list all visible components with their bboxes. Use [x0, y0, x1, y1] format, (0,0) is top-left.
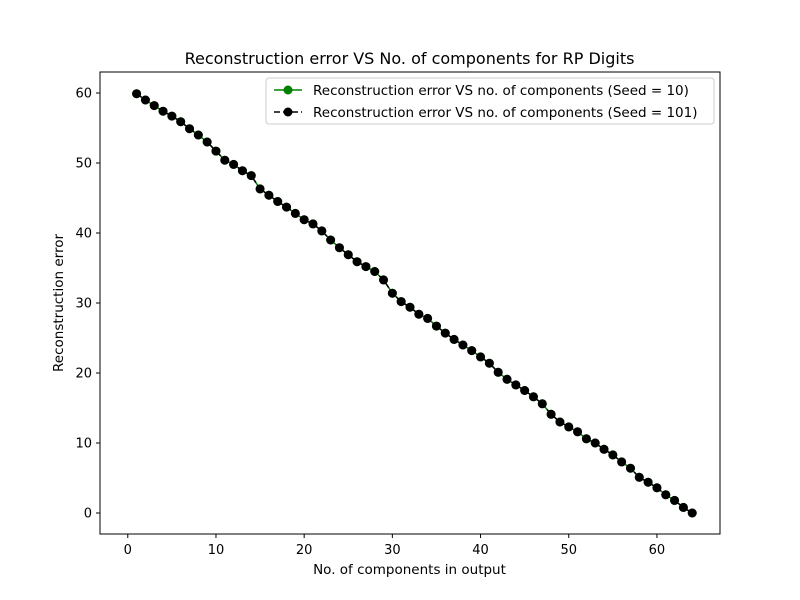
series-2-point — [132, 89, 142, 99]
series-2-point — [458, 340, 468, 350]
y-tick-label: 10 — [75, 437, 92, 452]
series-2-point — [193, 130, 203, 140]
series-2-point — [264, 190, 274, 200]
x-tick-label: 20 — [296, 543, 313, 558]
series-2-point — [440, 328, 450, 338]
x-tick-label: 30 — [384, 543, 401, 558]
series-2-point — [370, 267, 380, 276]
series-2-point — [617, 457, 627, 467]
series-2-point — [678, 502, 688, 512]
y-tick-label: 40 — [75, 227, 92, 242]
x-tick-label: 0 — [124, 543, 132, 558]
series-2-point — [414, 309, 424, 319]
series-2-point — [520, 386, 530, 395]
series-2-point — [229, 159, 239, 169]
legend-label: Reconstruction error VS no. of component… — [313, 83, 689, 99]
series-2-point — [687, 508, 697, 518]
x-tick-label: 50 — [560, 543, 577, 558]
series-2-point — [590, 438, 600, 448]
y-axis-label: Reconstruction error — [51, 234, 67, 372]
series-2-point — [502, 374, 512, 384]
series-2-point — [476, 352, 486, 362]
y-tick-label: 0 — [84, 507, 92, 522]
series-2-point — [176, 117, 186, 127]
legend-swatch-marker — [283, 107, 293, 117]
series-2-point — [467, 346, 477, 356]
series-2-point — [652, 483, 662, 493]
series-2-point — [282, 202, 292, 212]
plot-area: 0 10 20 30 40 50 60 0 10 20 30 40 50 60 — [75, 71, 721, 558]
series-2-point — [290, 208, 300, 218]
series-2-point — [326, 235, 336, 245]
series-2-point — [599, 444, 609, 454]
series-2-point — [158, 106, 168, 116]
series-2-point — [564, 422, 574, 432]
series-2-point — [273, 197, 283, 206]
series-2-point — [167, 111, 177, 121]
series-2-point — [317, 226, 327, 236]
series-2-point — [299, 215, 309, 225]
series-2-point — [634, 472, 644, 482]
y-tick-label: 20 — [75, 367, 92, 382]
series-line-2 — [136, 93, 693, 514]
series-2-point — [608, 450, 618, 460]
series-2-point — [185, 124, 195, 134]
series-2-point — [511, 380, 521, 390]
series-2-point — [387, 288, 397, 298]
x-tick-label: 40 — [472, 543, 489, 558]
series-2-point — [361, 262, 371, 272]
x-tick-label: 10 — [208, 543, 225, 558]
series-2-point — [643, 477, 653, 487]
series-2-point — [493, 367, 503, 377]
series-2-point — [573, 427, 583, 437]
series-2-point — [661, 490, 671, 500]
series-2-point — [308, 219, 318, 229]
legend-label: Reconstruction error VS no. of component… — [313, 105, 698, 121]
series-2-point — [423, 313, 433, 323]
y-tick-label: 60 — [75, 87, 92, 102]
series-2-point — [581, 434, 591, 444]
series-2-point — [246, 171, 256, 181]
series-2-point — [546, 409, 556, 419]
series-2-point — [220, 155, 230, 165]
series-2-point — [405, 302, 415, 312]
series-2-point — [334, 243, 344, 253]
series-2-point — [528, 392, 538, 402]
series-2-point — [140, 95, 150, 105]
legend: Reconstruction error VS no. of component… — [265, 77, 715, 125]
series-2-point — [537, 399, 547, 409]
y-tick-label: 50 — [75, 157, 92, 172]
series-2-point — [484, 358, 494, 368]
series-2-point — [352, 257, 362, 267]
legend-box — [265, 77, 715, 125]
x-axis-label: No. of components in output — [313, 562, 506, 578]
series-2-point — [431, 321, 441, 331]
series-2-point — [625, 463, 635, 473]
series-2-point — [255, 184, 265, 194]
series-2-point — [449, 334, 459, 344]
series-2-point — [379, 275, 389, 285]
series-2-point — [343, 250, 353, 260]
series-2-point — [202, 137, 212, 147]
series-2-point — [396, 297, 406, 307]
series-2-point — [670, 495, 680, 505]
series-2-point — [211, 146, 221, 156]
x-tick-label: 60 — [649, 543, 666, 558]
chart-title: Reconstruction error VS No. of component… — [185, 49, 635, 68]
series-2-point — [237, 166, 247, 176]
series-2-point — [555, 417, 565, 427]
y-tick-label: 30 — [75, 297, 92, 312]
legend-swatch-marker — [283, 85, 293, 95]
series-2-point — [149, 101, 159, 111]
series-line-1 — [136, 93, 693, 514]
